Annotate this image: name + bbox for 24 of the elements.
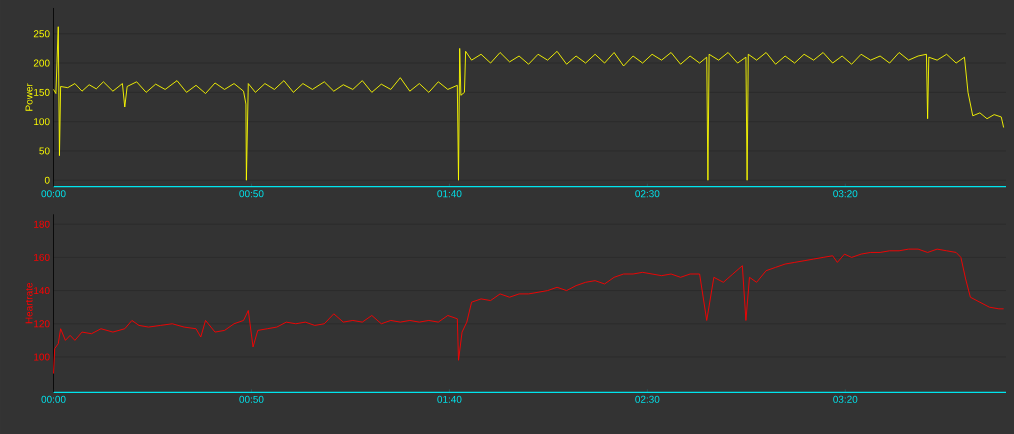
y-tick-label: 120 <box>34 320 50 328</box>
x-tick-label: 01:40 <box>437 190 462 198</box>
y-axis-title: Heartrate <box>25 282 33 324</box>
y-tick-label: 50 <box>39 147 50 155</box>
y-tick-label: 140 <box>34 287 50 295</box>
x-tick-label: 03:20 <box>833 190 858 198</box>
y-tick-label: 200 <box>33 59 50 67</box>
x-tick-label: 00:50 <box>239 190 264 198</box>
y-tick-label: 150 <box>34 88 50 96</box>
y-tick-label: 100 <box>34 118 50 126</box>
x-tick-label: 03:20 <box>833 395 858 403</box>
y-axis-title: Power <box>25 83 33 111</box>
y-tick-label: 180 <box>34 220 50 228</box>
x-tick-label: 00:00 <box>41 395 66 403</box>
x-tick-label: 02:30 <box>635 395 660 403</box>
x-tick-label: 00:50 <box>239 395 264 403</box>
x-tick-label: 01:40 <box>437 395 462 403</box>
x-tick-label: 00:00 <box>41 190 66 198</box>
y-tick-label: 160 <box>34 253 50 261</box>
y-tick-label: 250 <box>33 30 50 38</box>
y-tick-label: 100 <box>34 353 50 361</box>
line-series <box>53 26 1005 181</box>
y-tick-label: 0 <box>44 176 50 184</box>
x-tick-label: 02:30 <box>635 190 660 198</box>
